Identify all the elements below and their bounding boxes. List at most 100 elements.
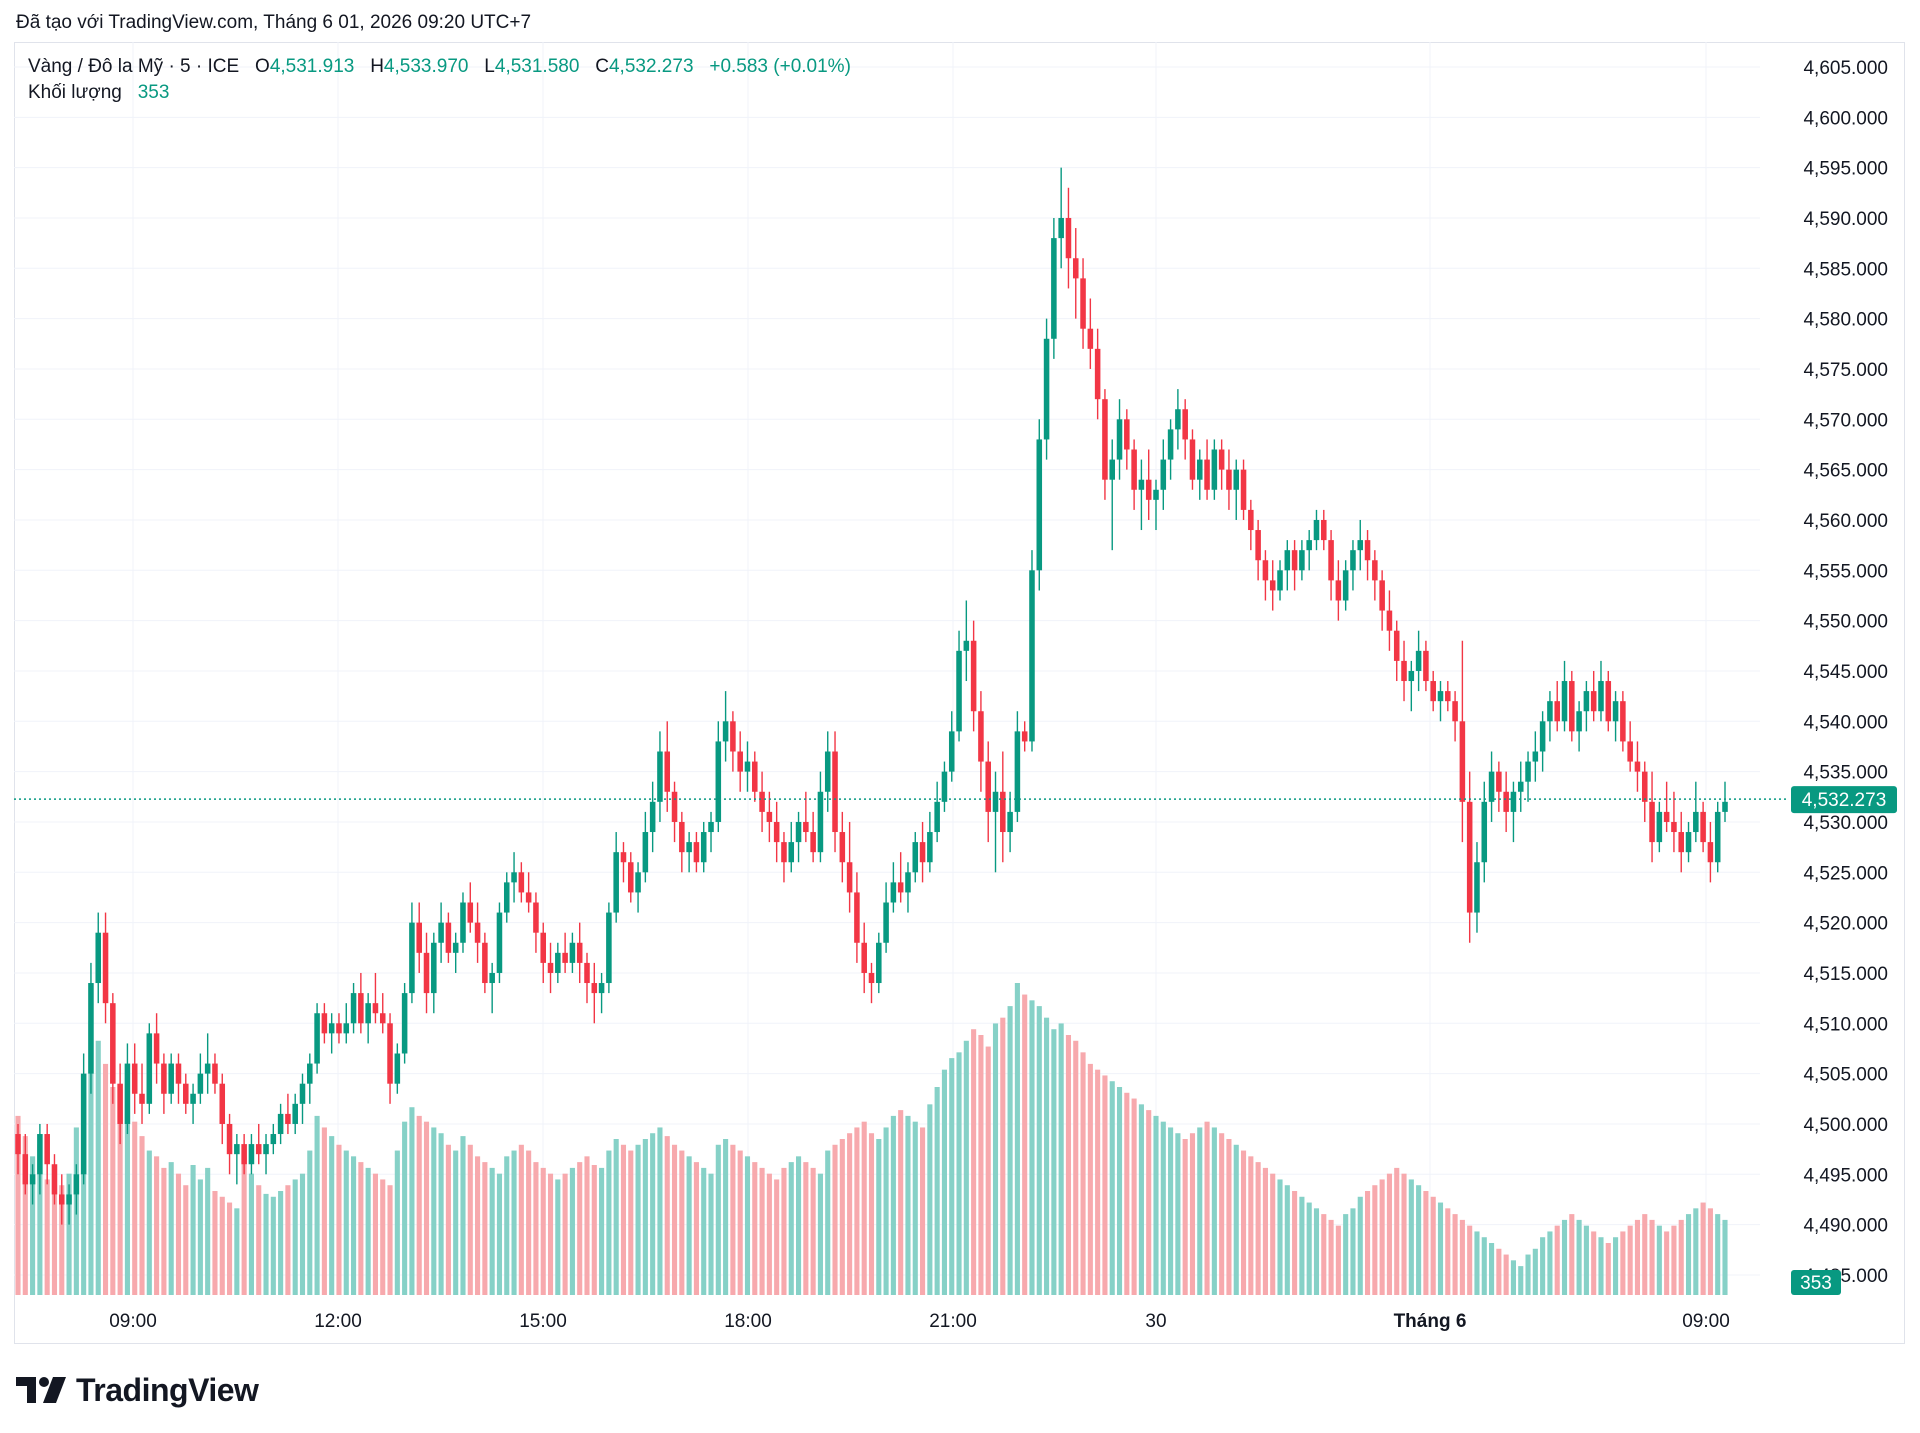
candle-body[interactable] (379, 1013, 386, 1024)
candle-body[interactable] (1240, 469, 1247, 510)
candle-body[interactable] (810, 832, 816, 853)
candle-body[interactable] (1051, 238, 1057, 339)
symbol-label[interactable]: Vàng / Đô la Mỹ · 5 · ICE (28, 56, 240, 77)
candle-body[interactable] (350, 993, 357, 1024)
candle-body[interactable] (1408, 670, 1415, 682)
candle-body[interactable] (1204, 459, 1210, 490)
candle-body[interactable] (431, 942, 437, 994)
candle-body[interactable] (1386, 610, 1393, 631)
candle-body[interactable] (22, 1154, 29, 1185)
candle-body[interactable] (1671, 821, 1677, 833)
candle-body[interactable] (1299, 550, 1305, 571)
candle-body[interactable] (1517, 781, 1524, 792)
candle-body[interactable] (584, 962, 590, 984)
candle-body[interactable] (1342, 570, 1349, 601)
candle-body[interactable] (496, 912, 503, 973)
candle-body[interactable] (314, 1013, 320, 1064)
candle-body[interactable] (861, 942, 867, 973)
candle-body[interactable] (29, 1174, 36, 1185)
candle-body[interactable] (1306, 540, 1312, 551)
candle-body[interactable] (1357, 540, 1364, 551)
candle-body[interactable] (1598, 681, 1604, 712)
candle-body[interactable] (832, 751, 838, 833)
candle-body[interactable] (1211, 449, 1218, 490)
candle-body[interactable] (139, 1093, 145, 1104)
candle-body[interactable] (948, 731, 955, 772)
candle-body[interactable] (1634, 761, 1641, 772)
candle-body[interactable] (868, 972, 875, 984)
candle-body[interactable] (1036, 439, 1043, 571)
candle-body[interactable] (540, 932, 547, 963)
candle-body[interactable] (1175, 409, 1181, 430)
candle-body[interactable] (1080, 278, 1086, 329)
candle-body[interactable] (657, 751, 663, 802)
candle-body[interactable] (1065, 217, 1072, 259)
candle-body[interactable] (839, 832, 846, 863)
candle-body[interactable] (1277, 570, 1283, 591)
candle-body[interactable] (328, 1023, 335, 1034)
candle-body[interactable] (394, 1053, 401, 1084)
candle-body[interactable] (1087, 328, 1094, 349)
candle-body[interactable] (1393, 630, 1400, 661)
candle-body[interactable] (620, 852, 627, 863)
candle-body[interactable] (438, 922, 444, 943)
candle-body[interactable] (336, 1023, 342, 1034)
candle-body[interactable] (854, 892, 860, 943)
candle-body[interactable] (1430, 681, 1436, 702)
candle-body[interactable] (1102, 399, 1108, 480)
candle-body[interactable] (277, 1113, 284, 1135)
candle-body[interactable] (744, 761, 751, 772)
candle-body[interactable] (1722, 801, 1728, 812)
footer-brand[interactable]: TradingView (16, 1370, 259, 1410)
candle-body[interactable] (1576, 711, 1582, 732)
candle-body[interactable] (941, 771, 948, 802)
candle-body[interactable] (248, 1144, 255, 1165)
candle-body[interactable] (1561, 681, 1568, 722)
candle-body[interactable] (511, 872, 517, 883)
candle-body[interactable] (292, 1103, 298, 1124)
candle-body[interactable] (88, 983, 94, 1074)
candle-body[interactable] (321, 1013, 328, 1034)
candle-body[interactable] (576, 942, 583, 963)
candle-body[interactable] (547, 962, 554, 973)
candle-body[interactable] (1445, 691, 1451, 702)
candle-body[interactable] (781, 842, 787, 863)
candle-body[interactable] (1145, 479, 1152, 500)
candle-body[interactable] (824, 751, 831, 792)
candle-body[interactable] (1707, 842, 1714, 863)
candle-body[interactable] (124, 1063, 131, 1124)
candle-body[interactable] (1641, 771, 1648, 802)
candle-body[interactable] (555, 952, 561, 973)
candle-body[interactable] (1131, 449, 1137, 490)
candle-body[interactable] (1007, 811, 1013, 833)
candle-body[interactable] (963, 640, 970, 651)
candle-body[interactable] (1072, 258, 1079, 279)
candle-body[interactable] (1058, 217, 1064, 239)
candle-body[interactable] (1116, 419, 1123, 460)
candle-body[interactable] (635, 872, 641, 893)
candle-body[interactable] (161, 1063, 167, 1094)
candle-body[interactable] (1415, 650, 1422, 671)
candle-body[interactable] (730, 721, 736, 752)
candle-body[interactable] (452, 942, 459, 953)
candle-body[interactable] (343, 1023, 350, 1034)
candle-body[interactable] (890, 882, 897, 903)
candle-body[interactable] (131, 1063, 138, 1094)
candle-body[interactable] (905, 872, 911, 893)
candle-body[interactable] (715, 741, 722, 822)
candle-body[interactable] (686, 842, 692, 853)
candle-body[interactable] (927, 832, 933, 863)
candle-body[interactable] (1583, 691, 1590, 712)
candle-body[interactable] (970, 640, 977, 712)
candle-body[interactable] (679, 821, 685, 853)
candle-body[interactable] (671, 791, 678, 822)
candle-body[interactable] (190, 1093, 196, 1104)
candle-body[interactable] (44, 1134, 50, 1165)
candle-body[interactable] (1313, 519, 1320, 541)
candle-body[interactable] (255, 1144, 262, 1155)
candle-body[interactable] (241, 1144, 247, 1165)
candle-body[interactable] (1496, 771, 1502, 792)
candle-body[interactable] (460, 902, 466, 943)
candle-body[interactable] (1262, 560, 1269, 581)
